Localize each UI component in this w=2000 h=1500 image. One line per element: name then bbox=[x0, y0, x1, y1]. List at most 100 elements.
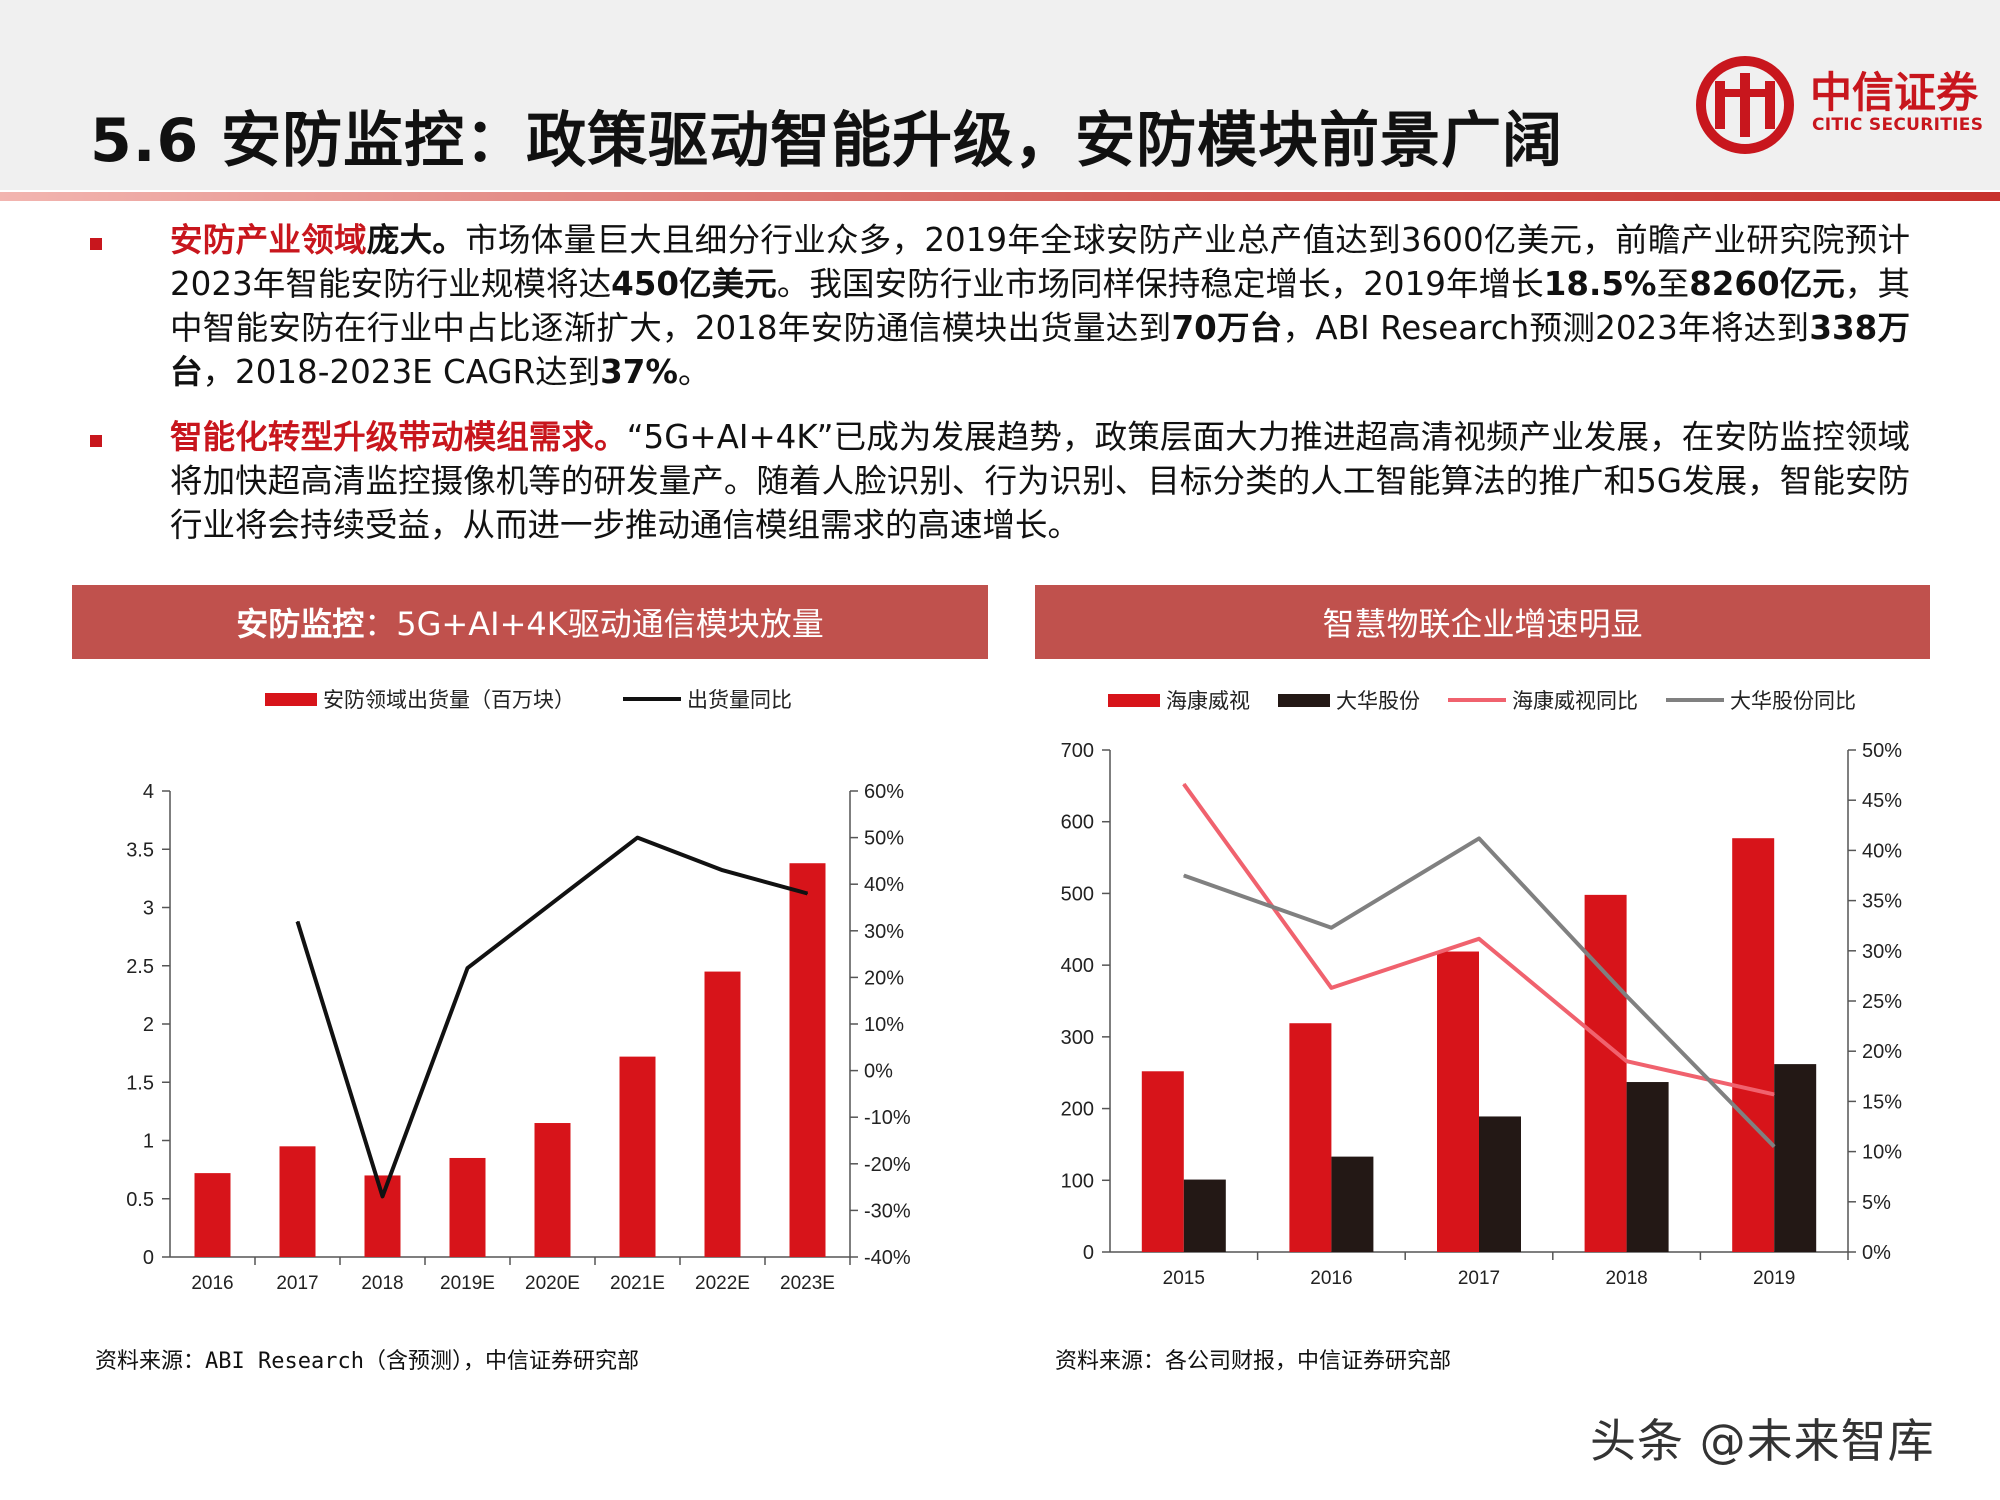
citic-logo: 中信证券 CITIC SECURITIES bbox=[1695, 55, 1983, 155]
y2-tick-label: 15% bbox=[1862, 1091, 1902, 1113]
y2-tick-label: 0% bbox=[864, 1061, 893, 1083]
y-tick-label: 4 bbox=[143, 781, 154, 803]
y2-tick-label: 50% bbox=[864, 828, 904, 850]
legend-swatch-bar bbox=[1108, 693, 1160, 707]
legend-label: 大华股份同比 bbox=[1730, 689, 1856, 713]
x-tick-label: 2016 bbox=[1310, 1268, 1352, 1289]
y2-tick-label: 35% bbox=[1862, 891, 1902, 913]
bar-安防领域出货量（百万块） bbox=[194, 1173, 231, 1257]
y2-tick-label: -10% bbox=[864, 1107, 911, 1129]
y2-tick-label: 10% bbox=[1862, 1142, 1902, 1164]
point-海康威视同比 bbox=[1183, 783, 1185, 785]
bullet-1-lead-tail: 庞大。 bbox=[366, 221, 466, 259]
y-tick-label: 1 bbox=[143, 1131, 154, 1153]
point-大华股份同比 bbox=[1626, 995, 1628, 997]
bullet-1-run: 450亿美元 bbox=[611, 265, 777, 303]
y-tick-label: 1.5 bbox=[126, 1072, 154, 1094]
y2-tick-label: 25% bbox=[1862, 991, 1902, 1013]
bar-大华股份 bbox=[1331, 1156, 1374, 1252]
x-tick-label: 2022E bbox=[695, 1273, 750, 1294]
y-tick-label: 100 bbox=[1061, 1170, 1094, 1192]
legend-item-hikvision-yoy: 海康威视同比 bbox=[1448, 685, 1638, 715]
legend-item-yoy: 出货量同比 bbox=[623, 684, 792, 714]
left-chart: 0 0.5 1 1.5 2 2.5 3 3.5 4 -40% -30% -20% -10% 0% 10% 20… bbox=[126, 781, 911, 1294]
y2-tick-label: 50% bbox=[1862, 740, 1902, 762]
y2-tick-label: 20% bbox=[864, 967, 904, 989]
legend-item-shipments: 安防领域出货量（百万块） bbox=[265, 684, 575, 714]
left-chart-legend: 安防领域出货量（百万块） 出货量同比 bbox=[265, 684, 820, 714]
legend-swatch-line bbox=[1448, 698, 1506, 702]
bar-海康威视 bbox=[1732, 838, 1775, 1252]
bar-安防领域出货量（百万块） bbox=[789, 863, 826, 1257]
bullet-1-run: 8260亿元 bbox=[1689, 265, 1845, 303]
watermark: 头条 @未来智库 bbox=[1590, 1414, 1935, 1468]
bar-安防领域出货量（百万块） bbox=[704, 971, 741, 1257]
y-tick-label: 200 bbox=[1061, 1099, 1094, 1121]
legend-label: 海康威视同比 bbox=[1512, 689, 1638, 713]
y2-tick-label: 60% bbox=[864, 781, 904, 803]
legend-label: 出货量同比 bbox=[687, 688, 792, 712]
point-海康威视同比 bbox=[1478, 938, 1480, 940]
bullet-2-body: “5G+AI+4K”已成为发展趋势，政策层面大力推进超高清视频产业发展，在安防监… bbox=[170, 418, 1910, 544]
bullet-1-text: 安防产业领域庞大。市场体量巨大且细分行业众多，2019年全球安防产业总产值达到3… bbox=[170, 218, 1910, 394]
bar-安防领域出货量（百万块） bbox=[279, 1146, 316, 1257]
legend-swatch-bar bbox=[265, 692, 317, 706]
bar-大华股份 bbox=[1626, 1082, 1669, 1252]
y2-tick-label: 30% bbox=[864, 921, 904, 943]
slide-header: 5.6 安防监控：政策驱动智能升级，安防模块前景广阔 中信证券 CITIC SE… bbox=[0, 0, 2000, 190]
y2-tick-label: 45% bbox=[1862, 790, 1902, 812]
bullet-1-run: 市场体量巨大且细分行业众多，2019年全球安防产业总产值达到3600亿美元，前瞻… bbox=[170, 221, 1910, 303]
y-tick-label: 3 bbox=[143, 898, 154, 920]
y2-tick-label: 0% bbox=[1862, 1242, 1891, 1264]
legend-swatch-bar bbox=[1278, 693, 1330, 707]
y-tick-label: 2 bbox=[143, 1014, 154, 1036]
y-tick-label: 0 bbox=[1083, 1242, 1094, 1264]
bullet-1-run: 37% bbox=[600, 353, 678, 391]
logo-text-cn: 中信证券 bbox=[1810, 68, 1979, 117]
y-tick-label: 0.5 bbox=[126, 1189, 154, 1211]
y2-tick-label: -40% bbox=[864, 1247, 911, 1269]
bullet-1-run: 。 bbox=[677, 353, 711, 391]
bar-大华股份 bbox=[1479, 1116, 1521, 1252]
right-chart-header: 智慧物联企业增速明显 bbox=[1035, 585, 1930, 659]
legend-label: 安防领域出货量（百万块） bbox=[323, 688, 575, 712]
bar-安防领域出货量（百万块） bbox=[534, 1123, 571, 1257]
right-chart-source: 资料来源：各公司财报，中信证券研究部 bbox=[1055, 1349, 1452, 1374]
legend-item-dahua: 大华股份 bbox=[1278, 685, 1420, 715]
legend-swatch-line bbox=[1666, 698, 1724, 702]
bullet-2-text: 智能化转型升级带动模组需求。“5G+AI+4K”已成为发展趋势，政策层面大力推进… bbox=[170, 415, 1910, 547]
y2-tick-label: -30% bbox=[864, 1200, 911, 1222]
slide-title: 5.6 安防监控：政策驱动智能升级，安防模块前景广阔 bbox=[90, 106, 1564, 176]
point-出货量同比 bbox=[807, 893, 808, 895]
bullet-1-body: 市场体量巨大且细分行业众多，2019年全球安防产业总产值达到3600亿美元，前瞻… bbox=[170, 221, 1910, 391]
bullet-1-run: ，ABI Research预测2023年将达到 bbox=[1282, 309, 1810, 347]
y2-tick-label: 40% bbox=[864, 874, 904, 896]
legend-swatch-line bbox=[623, 697, 681, 701]
point-海康威视同比 bbox=[1773, 1093, 1775, 1095]
y-tick-label: 600 bbox=[1061, 812, 1094, 834]
legend-label: 海康威视 bbox=[1166, 689, 1250, 713]
point-出货量同比 bbox=[297, 920, 298, 922]
left-chart-header: 安防监控 ：5G+AI+4K驱动通信模块放量 bbox=[72, 585, 988, 659]
point-出货量同比 bbox=[382, 1195, 383, 1197]
left-chart-header-bold: 安防监控 bbox=[236, 605, 365, 643]
bullet-2-run: “5G+AI+4K”已成为发展趋势，政策层面大力推进超高清视频产业发展，在安防监… bbox=[170, 418, 1910, 544]
left-chart-header-rest: ：5G+AI+4K驱动通信模块放量 bbox=[364, 605, 824, 643]
x-tick-label: 2015 bbox=[1163, 1268, 1205, 1289]
bar-海康威视 bbox=[1584, 894, 1627, 1252]
y-tick-label: 3.5 bbox=[126, 839, 154, 861]
point-海康威视同比 bbox=[1626, 1060, 1628, 1062]
point-出货量同比 bbox=[722, 869, 723, 871]
x-tick-label: 2021E bbox=[610, 1273, 665, 1294]
x-tick-label: 2018 bbox=[361, 1273, 403, 1294]
bullet-2-lead: 智能化转型升级带动模组需求。 bbox=[170, 418, 627, 456]
point-海康威视同比 bbox=[1330, 987, 1332, 989]
bullet-1-run: ，其中智能安防在行业中占比逐渐扩大，2018年安防通信模块出货量达到 bbox=[170, 265, 1910, 347]
point-出货量同比 bbox=[467, 967, 468, 969]
y-tick-label: 700 bbox=[1061, 740, 1094, 762]
y-tick-label: 0 bbox=[143, 1247, 154, 1269]
point-出货量同比 bbox=[637, 837, 638, 839]
x-tick-label: 2017 bbox=[1458, 1268, 1500, 1289]
y2-tick-label: 5% bbox=[1862, 1192, 1891, 1214]
point-大华股份同比 bbox=[1478, 837, 1480, 839]
